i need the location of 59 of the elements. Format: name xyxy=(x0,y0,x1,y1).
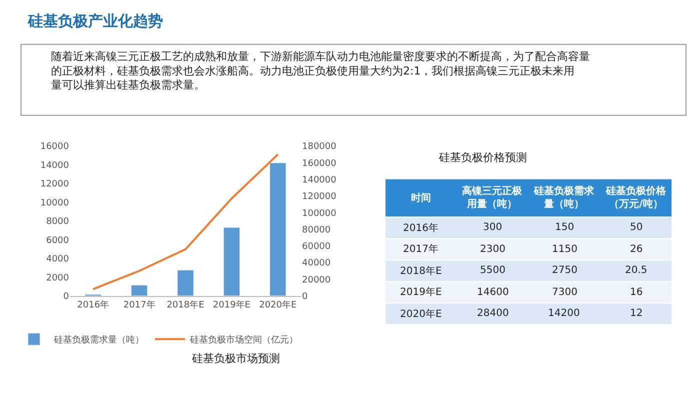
line-series xyxy=(92,153,279,290)
x-tick-label: 硅基负极价格（万元/吨） xyxy=(605,185,667,210)
y2-tick-label: 0 xyxy=(302,292,308,302)
text: 硅基负极市场预测 xyxy=(191,352,280,365)
y2-tick-label: 140000 xyxy=(302,176,337,186)
y-tick-label: 6000 xyxy=(46,236,70,246)
y-tick-label: 2017年 xyxy=(403,243,438,255)
y2-tick-label: 60000 xyxy=(302,242,331,252)
data-label: 7300 xyxy=(552,287,578,298)
data-label: 28400 xyxy=(477,308,509,319)
y-tick-label: 2020年E xyxy=(400,308,442,320)
x-tick-label: 高镍三元正极用量（吨） xyxy=(462,185,523,210)
bar xyxy=(270,162,286,296)
bar xyxy=(177,270,194,296)
data-label: 14600 xyxy=(477,287,509,298)
data-label: 26 xyxy=(630,244,643,255)
y-tick-label: 14000 xyxy=(40,160,70,171)
legend-label: 硅基负极市场空间（亿元） xyxy=(189,334,298,346)
y2-tick-label: 180000 xyxy=(302,142,337,152)
x-tick-label: 2017年 xyxy=(123,300,156,311)
y-tick-label: 2018年E xyxy=(400,265,442,277)
y2-tick-label: 160000 xyxy=(302,158,337,169)
data-label: 150 xyxy=(555,222,574,233)
x-tick-label: 2016年 xyxy=(77,300,110,311)
y-tick-label: 10000 xyxy=(40,198,70,208)
y-tick-label: 8000 xyxy=(46,217,70,228)
data-label: 14200 xyxy=(548,308,580,319)
data-label: 20.5 xyxy=(625,265,648,276)
x-tick-label: 硅基负极需求量（吨） xyxy=(533,185,595,210)
y-tick-label: 12000 xyxy=(40,180,70,190)
bar xyxy=(223,227,240,296)
x-tick-label: 2019年E xyxy=(212,300,251,311)
legend-label: 硅基负极需求量（吨） xyxy=(53,334,144,346)
data-label: 5500 xyxy=(480,265,506,276)
y-tick-label: 4000 xyxy=(46,254,70,265)
bar xyxy=(130,284,148,296)
y2-tick-label: 40000 xyxy=(302,258,331,269)
y-tick-label: 16000 xyxy=(40,142,70,152)
x-tick-label: 2018年E xyxy=(166,300,205,311)
data-label: 1150 xyxy=(552,244,578,255)
y2-tick-label: 100000 xyxy=(302,208,337,219)
y-tick-label: 2019年E xyxy=(400,286,442,298)
y-axis-title: 时间 xyxy=(411,192,431,204)
data-label: 2300 xyxy=(480,244,506,255)
y2-tick-label: 20000 xyxy=(302,275,331,286)
y2-tick-label: 120000 xyxy=(302,192,337,202)
y2-tick-label: 80000 xyxy=(302,225,331,236)
x-tick-label: 2020年E xyxy=(259,300,298,311)
y-tick-label: 0 xyxy=(63,292,70,302)
data-label: 12 xyxy=(630,308,643,319)
y-tick-label: 2000 xyxy=(46,273,70,284)
y-tick-label: 2016年 xyxy=(403,222,438,234)
data-label: 300 xyxy=(483,222,502,233)
data-label: 16 xyxy=(630,287,643,298)
text: 随着近来高镍三元正极工艺的成熟和放量，下游新能源车队动力电池能量密度要求的不断提高，为了配合高容量的正极材料，硅基负极需求也会水涨船高。动力电池正负极使用量大约为2:1，我们根据高镍三元正极未来用量可以推算出硅基负极需求量。 xyxy=(51,50,590,92)
data-label: 50 xyxy=(630,222,643,233)
chart-title: 硅基负极价格预测 xyxy=(438,151,527,164)
data-label: 2750 xyxy=(552,265,578,276)
text: 硅基负极产业化趋势 xyxy=(27,12,163,30)
